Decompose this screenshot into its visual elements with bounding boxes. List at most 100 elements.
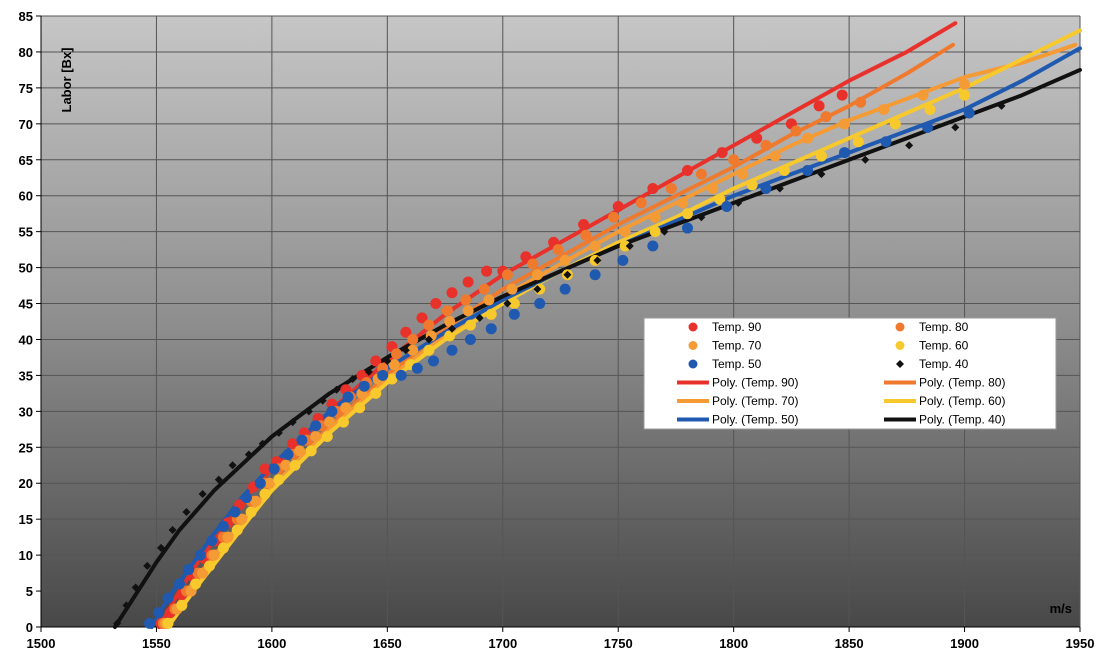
data-point-marker [287, 438, 299, 450]
data-point-marker [441, 305, 453, 317]
data-point-marker [423, 319, 435, 331]
legend-marker [688, 341, 698, 350]
data-point-marker [259, 488, 271, 500]
x-tick-label: 1800 [719, 636, 748, 651]
data-point-marker [370, 387, 382, 399]
legend-marker [688, 359, 698, 369]
data-point-marker [802, 132, 814, 144]
data-point-marker [531, 269, 543, 281]
data-point-marker [280, 459, 292, 471]
data-point-marker [649, 211, 661, 223]
legend-marker [896, 360, 904, 368]
data-point-marker [527, 258, 539, 270]
data-point-marker [578, 218, 590, 230]
data-point-marker [963, 107, 975, 119]
x-tick-label: 1550 [142, 636, 171, 651]
data-point-marker [198, 490, 207, 499]
data-point-marker [520, 251, 532, 263]
y-tick-label: 5 [26, 584, 33, 599]
legend-label: Poly. (Temp. 70) [712, 394, 798, 408]
data-point-marker [559, 254, 571, 266]
data-point-marker [817, 170, 826, 179]
data-point-marker [508, 308, 520, 320]
y-tick-label: 85 [19, 9, 33, 24]
data-point-marker [697, 213, 706, 222]
x-tick-label: 1900 [950, 636, 979, 651]
data-point-marker [635, 197, 647, 209]
legend-marker [895, 322, 905, 332]
legend-label: Temp. 90 [712, 320, 762, 334]
y-tick-label: 70 [19, 117, 33, 132]
data-point-marker [997, 101, 1006, 110]
data-point-marker [707, 183, 719, 195]
data-point-marker [197, 567, 209, 579]
data-point-marker [236, 513, 248, 525]
legend-label: Poly. (Temp. 60) [919, 394, 1005, 408]
data-point-marker [245, 506, 257, 518]
data-point-marker [905, 141, 914, 150]
data-point-marker [288, 418, 297, 427]
data-point-marker [501, 269, 513, 281]
data-point-marker [182, 507, 191, 516]
x-axis-ticks: 1500 1550 1600 1650 1700 1750 1800 1850 1900 1950 [27, 626, 1094, 651]
legend-label: Poly. (Temp. 50) [712, 413, 798, 427]
data-point-marker [878, 103, 890, 115]
legend-label: Temp. 70 [712, 339, 762, 353]
data-point-marker [386, 373, 398, 385]
data-point-marker [259, 463, 271, 475]
data-point-marker [649, 226, 661, 238]
data-point-marker [358, 380, 370, 392]
data-point-marker [391, 348, 403, 360]
data-point-marker [229, 506, 241, 518]
data-point-marker [681, 208, 693, 220]
data-point-marker [240, 492, 252, 504]
data-point-marker [924, 103, 936, 115]
y-tick-label: 40 [19, 332, 33, 347]
data-point-marker [460, 294, 472, 306]
data-point-marker [820, 111, 832, 123]
data-point-marker [204, 560, 216, 572]
data-point-marker [430, 298, 442, 310]
data-point-marker [401, 346, 410, 355]
data-point-marker [304, 407, 313, 416]
data-point-marker [340, 402, 352, 414]
data-point-marker [354, 402, 366, 414]
data-point-marker [714, 193, 726, 205]
legend: Temp. 90 Temp. 80 Temp. 70 Temp. 60 Temp. 50… [643, 317, 1057, 430]
data-point-marker [533, 285, 542, 294]
legend-label: Temp. 40 [919, 357, 969, 371]
data-point-marker [790, 125, 802, 137]
data-point-marker [318, 396, 327, 405]
data-point-marker [619, 226, 631, 238]
data-point-marker [880, 136, 892, 148]
data-point-marker [464, 333, 476, 345]
data-point-marker [485, 323, 497, 335]
data-point-marker [388, 359, 400, 371]
legend-box [643, 317, 1057, 430]
data-point-marker [206, 535, 218, 547]
y-tick-label: 0 [26, 620, 33, 635]
data-point-marker [144, 617, 156, 629]
data-point-marker [959, 89, 971, 101]
data-point-marker [411, 362, 423, 374]
data-point-marker [559, 283, 571, 295]
y-tick-label: 10 [19, 548, 33, 563]
data-point-marker [143, 561, 152, 570]
data-point-marker [264, 477, 276, 489]
data-point-marker [660, 227, 669, 236]
data-point-marker [836, 89, 848, 101]
data-point-marker [348, 375, 357, 384]
data-point-marker [677, 197, 689, 209]
data-point-marker [681, 222, 693, 234]
y-tick-label: 45 [19, 297, 33, 312]
data-point-marker [222, 531, 234, 543]
data-point-marker [647, 240, 659, 252]
data-point-marker [296, 434, 308, 446]
data-point-marker [815, 150, 827, 162]
data-point-marker [231, 524, 243, 536]
y-tick-label: 55 [19, 225, 33, 240]
data-point-marker [580, 229, 592, 241]
legend-label: Temp. 50 [712, 357, 762, 371]
data-point-marker [268, 463, 280, 475]
data-point-marker [695, 168, 707, 180]
